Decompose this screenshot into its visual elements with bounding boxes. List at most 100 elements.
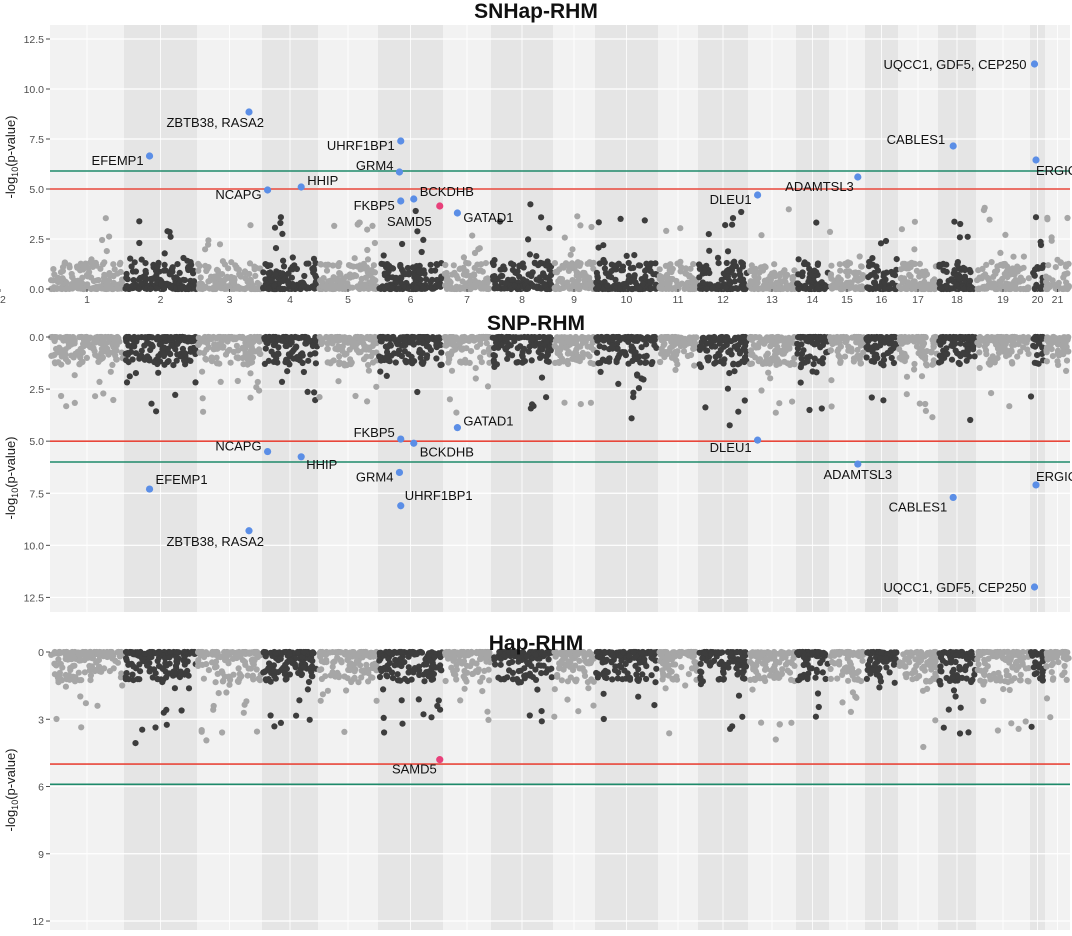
snp-point: [925, 285, 932, 293]
snp-point: [923, 361, 930, 368]
snp-point: [309, 342, 316, 350]
snp-point: [529, 336, 536, 343]
snp-point: [225, 265, 232, 272]
snp-point: [882, 285, 889, 292]
snp-point: [265, 357, 272, 364]
snp-point: [181, 661, 188, 668]
snp-point: [680, 348, 688, 355]
snp-point: [154, 675, 161, 683]
snp-point: [214, 267, 221, 274]
snp-point: [242, 285, 250, 292]
snp-point: [268, 348, 275, 355]
snp-point: [590, 360, 597, 367]
snp-point: [718, 276, 725, 283]
snp-point: [52, 661, 59, 668]
snp-point: [711, 333, 718, 341]
snp-point: [996, 285, 1003, 292]
snp-point: [328, 333, 335, 341]
snp-point: [546, 225, 553, 232]
snp-point: [561, 399, 568, 406]
snp-point: [558, 355, 566, 362]
snp-point: [1055, 361, 1062, 368]
snp-point: [376, 353, 383, 360]
snp-point: [167, 351, 174, 358]
snp-point: [637, 359, 644, 366]
snp-point: [352, 334, 359, 341]
snp-point: [605, 358, 613, 365]
snp-point: [991, 359, 998, 366]
snp-point: [58, 334, 65, 341]
snp-point: [361, 342, 368, 349]
snp-point: [818, 334, 825, 341]
snp-point: [483, 340, 490, 347]
snp-point: [857, 335, 864, 342]
snp-point: [474, 335, 481, 342]
snp-point: [217, 378, 224, 385]
snp-point: [672, 285, 680, 292]
snp-point: [848, 348, 855, 355]
snp-point: [565, 267, 573, 274]
snp-point: [284, 368, 291, 375]
snp-point: [282, 359, 289, 366]
snp-point: [903, 373, 911, 380]
snp-point: [170, 362, 177, 369]
snp-point: [56, 648, 64, 656]
snp-point: [880, 397, 887, 404]
snp-point: [235, 665, 242, 672]
snp-point: [90, 339, 97, 347]
snp-point: [112, 657, 119, 665]
snp-point: [806, 285, 813, 292]
snp-point: [706, 247, 713, 254]
snp-point: [769, 334, 776, 341]
snp-point: [102, 333, 109, 341]
snp-point: [524, 285, 532, 292]
highlight-point: [1030, 583, 1039, 591]
snp-point: [64, 675, 71, 682]
snp-point: [383, 355, 390, 362]
snp-point: [174, 340, 181, 347]
snp-point: [551, 342, 558, 350]
snp-point: [167, 649, 174, 656]
snp-point: [828, 403, 835, 410]
snp-point: [584, 260, 591, 267]
highlight-point: [949, 142, 957, 150]
snp-point: [988, 259, 995, 266]
snp-point: [789, 398, 796, 405]
snp-point: [846, 268, 853, 275]
snp-point: [275, 351, 282, 358]
gene-label: EFEMP1: [92, 153, 144, 168]
snp-point: [572, 279, 579, 286]
snp-point: [74, 649, 82, 656]
snp-point: [663, 334, 670, 341]
snp-point: [316, 333, 323, 341]
snp-point: [380, 252, 387, 259]
snp-point: [475, 267, 483, 274]
snp-point: [234, 377, 241, 385]
snp-point: [167, 233, 174, 240]
highlight-point: [397, 435, 405, 443]
snp-point: [543, 353, 550, 360]
snp-point: [666, 284, 674, 291]
snp-point: [937, 261, 945, 268]
snp-point: [181, 349, 188, 356]
snp-point: [1063, 367, 1070, 374]
snp-point: [88, 256, 95, 263]
snp-point: [714, 254, 722, 261]
snp-point: [887, 347, 895, 354]
snp-point: [263, 339, 270, 346]
snp-point: [249, 346, 256, 353]
snp-point: [414, 274, 421, 281]
snp-point: [726, 422, 733, 429]
snp-point: [521, 358, 529, 365]
snp-point: [893, 266, 900, 273]
snp-point: [216, 241, 224, 248]
snp-point: [412, 207, 419, 215]
gene-label: UQCC1, GDF5, CEP250: [883, 580, 1026, 595]
snp-point: [332, 335, 340, 342]
snp-point: [1047, 338, 1054, 346]
snp-point: [62, 356, 69, 363]
y-tick-label: 7.5: [29, 488, 44, 500]
snp-point: [67, 664, 74, 672]
snp-point: [966, 277, 974, 284]
snp-point: [609, 345, 616, 352]
